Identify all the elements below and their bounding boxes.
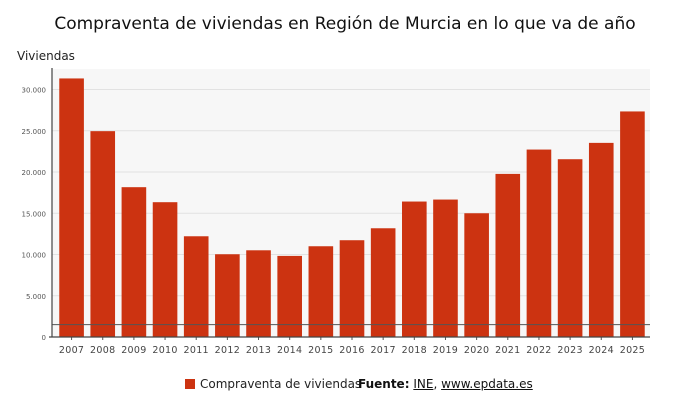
x-tick-label: 2019 bbox=[433, 345, 458, 356]
y-tick-label: 20.000 bbox=[22, 169, 47, 177]
x-tick-label: 2025 bbox=[620, 345, 645, 356]
x-tick-label: 2015 bbox=[308, 345, 333, 356]
x-tick-label: 2012 bbox=[215, 345, 240, 356]
bar-2025 bbox=[620, 111, 645, 337]
y-tick-label: 15.000 bbox=[22, 210, 47, 218]
bar-2015 bbox=[308, 246, 334, 337]
x-tick-label: 2014 bbox=[277, 345, 302, 356]
bar-2020 bbox=[464, 213, 489, 337]
bar-2010 bbox=[152, 202, 178, 337]
x-tick-label: 2016 bbox=[339, 345, 364, 356]
x-tick-label: 2011 bbox=[184, 345, 209, 356]
x-tick-label: 2008 bbox=[90, 345, 115, 356]
bar-2007 bbox=[59, 78, 84, 337]
bar-2011 bbox=[183, 236, 209, 337]
legend[interactable]: Compraventa de viviendas bbox=[185, 377, 361, 391]
bar-2008 bbox=[90, 131, 116, 337]
bar-2024 bbox=[588, 142, 614, 337]
x-tick-label: 2022 bbox=[526, 345, 551, 356]
bar-2009 bbox=[121, 187, 147, 337]
x-tick-label: 2007 bbox=[59, 345, 84, 356]
x-tick-label: 2023 bbox=[557, 345, 582, 356]
y-tick-label: 10.000 bbox=[22, 252, 47, 260]
x-tick-label: 2013 bbox=[246, 345, 271, 356]
bar-2023 bbox=[557, 159, 583, 337]
x-tick-label: 2020 bbox=[464, 345, 489, 356]
source: Fuente: INE, www.epdata.es bbox=[358, 377, 533, 391]
source-ine-link[interactable]: INE bbox=[413, 377, 434, 391]
y-tick-label: 5.000 bbox=[26, 293, 46, 301]
source-site-link[interactable]: www.epdata.es bbox=[441, 377, 533, 391]
y-tick-label: 0 bbox=[42, 334, 46, 342]
x-tick-label: 2024 bbox=[589, 345, 614, 356]
y-tick-label: 25.000 bbox=[22, 128, 47, 136]
x-tick-label: 2010 bbox=[152, 345, 177, 356]
chart-title: Compraventa de viviendas en Región de Mu… bbox=[54, 14, 636, 34]
bar-2012 bbox=[215, 254, 240, 337]
y-axis-label: Viviendas bbox=[17, 49, 75, 63]
bar-2014 bbox=[277, 255, 302, 337]
x-tick-label: 2021 bbox=[495, 345, 520, 356]
bar-2022 bbox=[526, 149, 552, 337]
bar-2013 bbox=[246, 250, 271, 337]
legend-label: Compraventa de viviendas bbox=[200, 377, 362, 391]
y-tick-label: 30.000 bbox=[22, 87, 47, 95]
x-tick-label: 2018 bbox=[402, 345, 427, 356]
bar-2019 bbox=[433, 199, 458, 337]
x-tick-label: 2017 bbox=[370, 345, 395, 356]
bar-2017 bbox=[370, 228, 396, 337]
source-label: Fuente: bbox=[358, 377, 410, 391]
x-tick-label: 2009 bbox=[121, 345, 146, 356]
source-separator: , bbox=[433, 377, 438, 391]
legend-swatch bbox=[185, 379, 195, 389]
bar-2016 bbox=[339, 240, 365, 337]
bar-2021 bbox=[495, 173, 521, 337]
bar-2018 bbox=[402, 201, 427, 337]
